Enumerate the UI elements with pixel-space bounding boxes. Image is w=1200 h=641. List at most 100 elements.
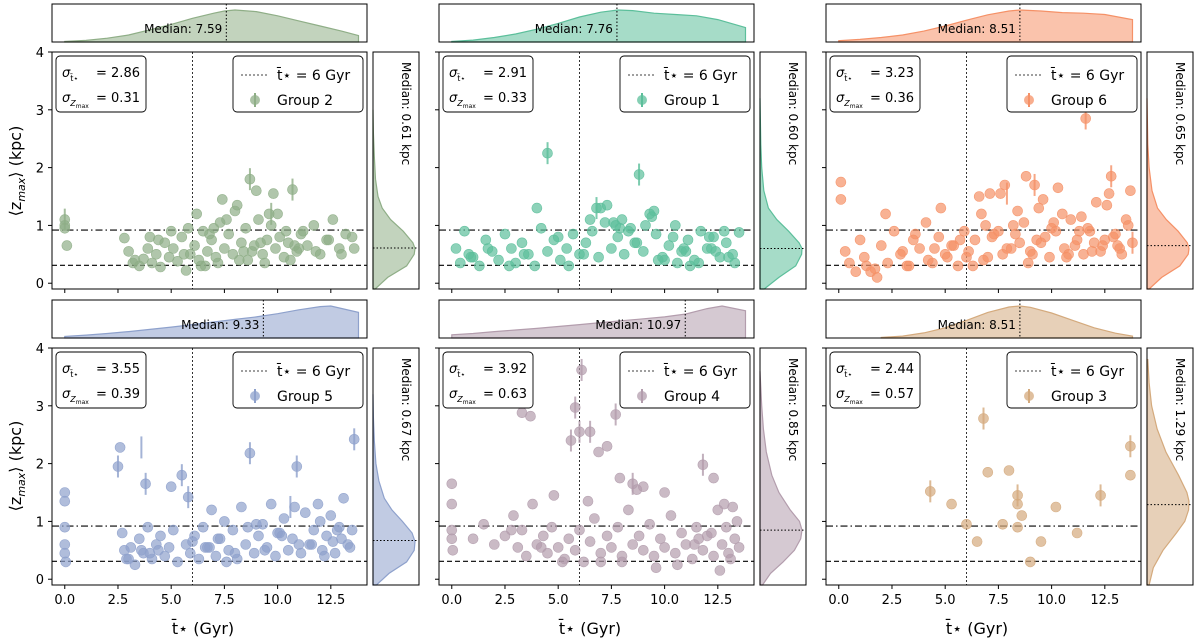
scatter-point xyxy=(280,225,292,237)
scatter-point xyxy=(612,521,624,533)
legend-box xyxy=(619,351,751,409)
scatter-point xyxy=(1012,521,1023,533)
scatter-point xyxy=(941,251,953,263)
x-tick-label: 0.0 xyxy=(441,593,462,608)
scatter-point xyxy=(206,504,217,516)
main-axes-frame xyxy=(51,51,368,290)
sigma-z-label: σZmax xyxy=(449,91,476,110)
scatter-point xyxy=(338,492,349,504)
scatter-point xyxy=(976,208,987,220)
scatter-point xyxy=(219,243,230,254)
scatter-point xyxy=(578,556,590,568)
scatter-point xyxy=(584,214,596,225)
scatter-point xyxy=(961,251,972,263)
scatter-point xyxy=(973,191,985,202)
x-tick-label: 10.0 xyxy=(1037,593,1066,608)
scatter-point xyxy=(718,225,730,237)
scatter-point xyxy=(854,234,866,246)
y-tick-label: 4 xyxy=(36,46,44,61)
scatter-point xyxy=(227,524,239,536)
scatter-point xyxy=(278,513,290,524)
scatter-point xyxy=(731,516,743,527)
scatter-point xyxy=(920,217,932,228)
scatter-point xyxy=(839,246,851,257)
scatter-point xyxy=(684,260,696,272)
top-median-label: Median: 10.97 xyxy=(595,318,681,332)
scatter-point xyxy=(236,501,247,513)
scatter-point xyxy=(835,194,847,205)
scatter-point xyxy=(140,478,151,490)
x-tick-label: 7.5 xyxy=(988,593,1009,608)
scatter-point xyxy=(703,231,715,243)
legend-vline-label: t̄⋆ = 6 Gyr xyxy=(663,362,737,380)
scatter-point xyxy=(644,518,656,530)
scatter-point xyxy=(967,260,979,272)
legend-group-label: Group 2 xyxy=(277,93,333,109)
scatter-point xyxy=(287,184,298,195)
scatter-point xyxy=(199,260,211,272)
y-axis-label-row2: ⟨zmax⟩ (kpc) xyxy=(6,421,28,512)
scatter-point xyxy=(189,240,200,251)
scatter-point xyxy=(1120,214,1132,225)
sigma-z-label: σZmax xyxy=(62,91,89,110)
scatter-point xyxy=(163,251,175,263)
scatter-point xyxy=(253,214,264,225)
scatter-point xyxy=(561,243,573,254)
scatter-point xyxy=(714,565,726,576)
scatter-point xyxy=(574,426,585,438)
scatter-point xyxy=(971,536,983,547)
top-kde-area xyxy=(451,9,747,43)
sigma-t-value: = 2.44 xyxy=(870,362,914,377)
scatter-point xyxy=(665,510,677,521)
scatter-point xyxy=(488,539,500,550)
stats-box xyxy=(55,351,147,409)
scatter-point xyxy=(1061,251,1072,263)
scatter-point xyxy=(212,533,224,545)
scatter-point xyxy=(325,510,337,521)
scatter-point xyxy=(202,246,213,257)
scatter-point xyxy=(631,484,643,495)
scatter-point xyxy=(1052,182,1064,194)
top-marginal-frame xyxy=(438,3,755,43)
scatter-point xyxy=(637,246,649,257)
scatter-point xyxy=(270,550,281,562)
scatter-point xyxy=(182,223,194,234)
sigma-z-value: = 0.36 xyxy=(870,91,914,106)
scatter-point xyxy=(672,257,683,269)
scatter-point xyxy=(1074,225,1085,237)
scatter-point xyxy=(223,228,234,240)
scatter-point xyxy=(733,227,745,238)
scatter-point xyxy=(306,539,318,550)
scatter-point xyxy=(506,524,517,536)
legend-box xyxy=(232,55,364,113)
scatter-point xyxy=(1071,527,1083,539)
scatter-point xyxy=(197,521,209,533)
scatter-point xyxy=(591,202,602,214)
scatter-point xyxy=(1086,246,1098,257)
scatter-point xyxy=(637,544,649,556)
y-tick-label: 2 xyxy=(36,458,44,473)
legend-vline-label: t̄⋆ = 6 Gyr xyxy=(276,66,350,84)
scatter-point xyxy=(952,260,964,272)
scatter-point xyxy=(697,544,709,556)
scatter-point xyxy=(1025,556,1036,568)
scatter-point xyxy=(1010,228,1021,240)
scatter-point xyxy=(1037,194,1049,205)
legend-group-marker xyxy=(1024,95,1034,105)
scatter-point xyxy=(212,257,224,269)
scatter-point xyxy=(720,237,732,249)
scatter-point xyxy=(606,243,617,254)
top-median-label: Median: 9.33 xyxy=(181,318,259,332)
x-tick-label: 5.0 xyxy=(935,593,956,608)
scatter-point xyxy=(155,530,166,542)
scatter-point xyxy=(59,223,71,234)
scatter-point xyxy=(618,249,630,260)
top-kde-area xyxy=(451,305,747,339)
scatter-point xyxy=(1091,197,1102,208)
scatter-point xyxy=(242,254,254,266)
legend-vline-label: t̄⋆ = 6 Gyr xyxy=(1050,66,1124,84)
scatter-point xyxy=(329,547,341,559)
scatter-point xyxy=(576,364,587,376)
scatter-point xyxy=(954,234,966,246)
scatter-point xyxy=(346,524,358,536)
